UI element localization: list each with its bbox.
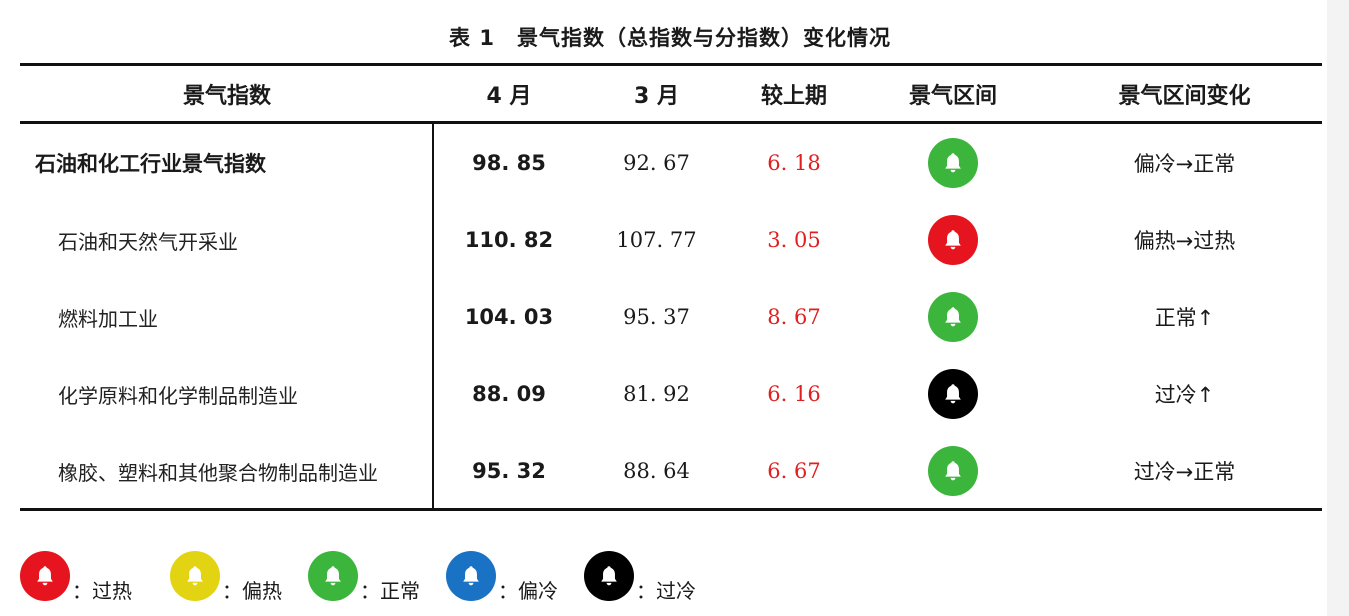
bell-icon <box>446 551 496 601</box>
legend-label: ：偏冷 <box>498 578 558 603</box>
table-row-april: 88. 09 <box>472 382 546 406</box>
bell-icon <box>928 369 978 419</box>
bell-icon <box>928 292 978 342</box>
table-title: 表 1 景气指数（总指数与分指数）变化情况 <box>449 26 891 50</box>
table-row-march: 107. 77 <box>616 228 697 252</box>
bell-icon <box>170 551 220 601</box>
table-row-april: 98. 85 <box>472 151 546 175</box>
legend-item-warm: ：偏热 <box>170 548 282 604</box>
table-row-april: 95. 32 <box>472 459 546 483</box>
legend-item-overheat: ：过热 <box>20 548 132 604</box>
table-row-april: 104. 03 <box>464 305 554 329</box>
table-row-delta: 6. 18 <box>767 151 821 175</box>
header-index-name: 景气指数 <box>182 83 271 109</box>
column-divider <box>432 124 434 508</box>
table-row-name: 化学原料和化学制品制造业 <box>58 383 298 408</box>
table-row-name: 燃料加工业 <box>58 306 158 331</box>
bell-icon <box>20 551 70 601</box>
table-row-name: 橡胶、塑料和其他聚合物制品制造业 <box>58 460 378 485</box>
table-row-zone-change: 偏冷→正常 <box>1133 152 1236 176</box>
table-row-march: 92. 67 <box>623 151 690 175</box>
table-row-april: 110. 82 <box>464 228 554 252</box>
table-row-delta: 6. 67 <box>767 459 821 483</box>
table-row-delta: 6. 16 <box>767 382 821 406</box>
bell-icon <box>584 551 634 601</box>
legend-item-normal: ：正常 <box>308 548 420 604</box>
table-row-zone-change: 过冷→正常 <box>1133 460 1236 484</box>
legend-item-overcool: ：过冷 <box>584 548 696 604</box>
legend-label: ：过冷 <box>636 578 696 603</box>
table-row-march: 95. 37 <box>623 305 690 329</box>
bell-icon <box>928 215 978 265</box>
table-row-delta: 8. 67 <box>767 305 821 329</box>
top-rule <box>20 63 1322 66</box>
table-row-zone-change: 过冷↑ <box>1154 383 1215 407</box>
header-zone: 景气区间 <box>908 83 997 109</box>
header-zone-change: 景气区间变化 <box>1118 83 1251 109</box>
legend-label: ：偏热 <box>222 578 282 603</box>
table-row-march: 81. 92 <box>623 382 690 406</box>
bell-icon <box>928 138 978 188</box>
legend-item-cool: ：偏冷 <box>446 548 558 604</box>
table-row-zone-change: 正常↑ <box>1154 306 1215 330</box>
table-row-name: 石油和天然气开采业 <box>58 229 238 254</box>
legend-label: ：正常 <box>360 578 420 603</box>
table-row-name: 石油和化工行业景气指数 <box>35 152 266 176</box>
bottom-rule <box>20 508 1322 511</box>
table-row-march: 88. 64 <box>623 459 690 483</box>
legend-label: ：过热 <box>72 578 132 603</box>
header-april: 4 月 <box>486 83 532 109</box>
bell-icon <box>928 446 978 496</box>
page-margin <box>1327 0 1349 616</box>
bell-icon <box>308 551 358 601</box>
header-change-from-previous: 较上期 <box>760 83 827 109</box>
table-row-zone-change: 偏热→过热 <box>1133 229 1236 253</box>
header-march: 3 月 <box>634 83 679 109</box>
header-rule <box>20 121 1322 124</box>
table-row-delta: 3. 05 <box>767 228 821 252</box>
